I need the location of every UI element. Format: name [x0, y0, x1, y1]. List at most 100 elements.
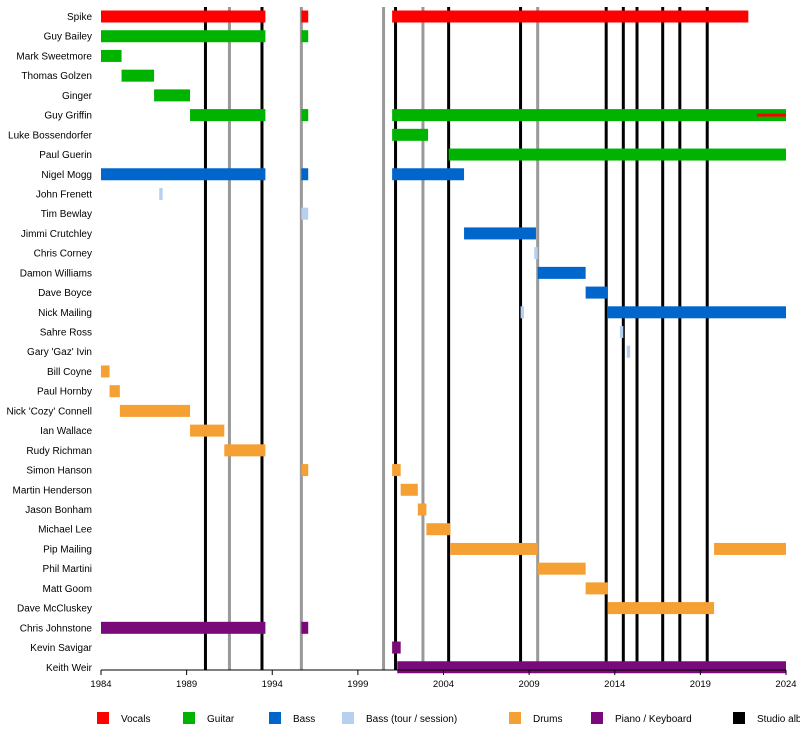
studio-album-line	[203, 7, 207, 670]
studio-album-line	[447, 7, 451, 670]
member-bar	[301, 207, 309, 220]
member-bar	[159, 187, 163, 200]
legend-swatch	[591, 712, 603, 724]
member-bar	[585, 286, 608, 299]
member-bar	[756, 113, 786, 117]
x-tick-label: 2009	[519, 679, 540, 690]
member-bar	[607, 602, 715, 615]
member-label: Matt Goom	[43, 584, 92, 595]
member-bar	[109, 385, 120, 398]
legend-label: Guitar	[207, 714, 235, 725]
member-bar	[450, 542, 538, 555]
member-bar	[301, 464, 309, 477]
other-release-line	[299, 7, 303, 670]
x-tick-label: 2019	[690, 679, 711, 690]
x-tick-label: 2014	[604, 679, 625, 690]
member-label: Jason Bonham	[25, 505, 92, 516]
member-bar	[392, 109, 786, 122]
member-bar	[426, 523, 451, 536]
member-label: Tim Bewlay	[41, 209, 92, 220]
member-bar	[190, 424, 225, 437]
member-bar	[121, 69, 155, 82]
member-label: Jimmi Crutchley	[21, 229, 92, 240]
legend-label: Piano / Keyboard	[615, 714, 692, 725]
member-bar	[619, 326, 624, 339]
legend-label: Vocals	[121, 714, 150, 725]
studio-album-line	[519, 7, 523, 670]
member-bar	[101, 30, 266, 43]
member-bar	[537, 562, 586, 575]
member-label: Phil Martini	[43, 564, 92, 575]
member-bar	[301, 30, 309, 43]
member-label: Guy Griffin	[44, 111, 92, 122]
member-labels: Spike Guy Bailey Mark Sweetmore Thomas Golz…	[6, 12, 92, 674]
member-bar	[392, 10, 749, 23]
member-label: Luke Bossendorfer	[8, 130, 93, 141]
member-bar	[392, 128, 429, 141]
member-bar	[154, 89, 191, 102]
member-label: Keith Weir	[46, 663, 93, 674]
member-bar	[101, 49, 122, 62]
member-bar	[101, 365, 110, 378]
studio-album-line	[260, 7, 264, 670]
member-bar	[301, 168, 309, 181]
member-label: Kevin Savigar	[30, 643, 92, 654]
member-bar	[224, 444, 266, 457]
legend-label: Bass (tour / session)	[366, 714, 457, 725]
legend-label: Studio alb	[757, 714, 800, 725]
x-axis: 1984 1989 1994 1999 2004 2009 2014 2019 2024	[90, 669, 797, 690]
member-label: Guy Bailey	[44, 32, 92, 43]
member-label: Spike	[67, 12, 92, 23]
x-tick-label: 2004	[433, 679, 454, 690]
member-bar	[301, 10, 309, 23]
member-label: Dave Boyce	[38, 288, 92, 299]
member-label: Sahre Ross	[40, 328, 92, 339]
legend-swatch	[269, 712, 281, 724]
member-bar	[520, 306, 524, 319]
member-bar	[607, 306, 786, 319]
legend-label: Drums	[533, 714, 562, 725]
member-bar	[417, 503, 427, 516]
legend-swatch	[733, 712, 745, 724]
member-bar	[585, 582, 608, 595]
member-bar	[101, 621, 266, 634]
x-tick-label: 1989	[176, 679, 197, 690]
member-label: John Frenett	[36, 189, 92, 200]
member-label: Paul Guerin	[39, 150, 92, 161]
studio-album-line	[705, 7, 709, 670]
studio-album-line	[621, 7, 625, 670]
member-bar	[464, 227, 536, 240]
release-lines	[203, 7, 709, 670]
member-label: Nigel Mogg	[41, 170, 92, 181]
member-label: Simon Hanson	[26, 466, 92, 477]
member-bar	[119, 404, 191, 417]
studio-album-line	[678, 7, 682, 670]
member-bar	[626, 345, 631, 358]
member-bar	[448, 148, 786, 161]
x-tick-label: 1999	[347, 679, 368, 690]
member-label: Nick 'Cozy' Connell	[6, 406, 92, 417]
member-label: Rudy Richman	[26, 446, 92, 457]
member-label: Mark Sweetmore	[16, 51, 92, 62]
legend-label: Bass	[293, 714, 315, 725]
member-bars	[101, 10, 786, 674]
member-label: Paul Hornby	[37, 387, 92, 398]
member-label: Damon Williams	[20, 268, 92, 279]
member-label: Martin Henderson	[13, 485, 92, 496]
x-tick-label: 1984	[90, 679, 111, 690]
legend-swatch	[183, 712, 195, 724]
other-release-line	[421, 7, 425, 670]
studio-album-line	[635, 7, 639, 670]
member-label: Gary 'Gaz' Ivin	[27, 347, 92, 358]
member-label: Thomas Golzen	[21, 71, 92, 82]
member-label: Dave McCluskey	[17, 604, 92, 615]
x-tick-label: 1994	[262, 679, 283, 690]
legend: Vocals Guitar Bass Bass (tour / session) Dru…	[97, 712, 800, 725]
member-bar	[534, 247, 538, 260]
legend-swatch	[509, 712, 521, 724]
x-tick-label: 2024	[775, 679, 796, 690]
member-bar	[392, 168, 465, 181]
member-bar	[714, 542, 786, 555]
other-release-line	[227, 7, 231, 670]
member-bar	[392, 464, 401, 477]
